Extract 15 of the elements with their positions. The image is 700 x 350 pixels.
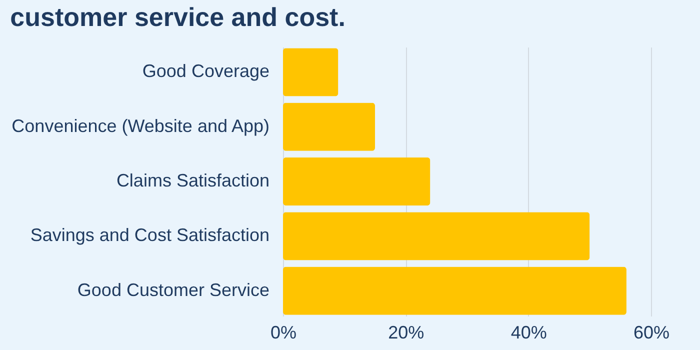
y-tick-label: Good Customer Service	[77, 280, 270, 300]
bar	[283, 157, 430, 206]
bar	[283, 102, 375, 151]
x-tick-label: 60%	[633, 322, 670, 342]
x-tick-label: 40%	[510, 322, 547, 342]
chart-title: customer service and cost.	[10, 2, 346, 32]
bar	[283, 266, 626, 315]
y-tick-label: Claims Satisfaction	[116, 170, 270, 190]
bar	[283, 212, 590, 260]
x-tick-label: 20%	[388, 322, 424, 342]
y-tick-label: Convenience (Website and App)	[12, 116, 270, 136]
bar	[283, 48, 338, 96]
y-tick-label: Savings and Cost Satisfaction	[30, 225, 270, 246]
y-tick-label: Good Coverage	[142, 61, 270, 82]
x-tick-label: 0%	[270, 322, 297, 342]
